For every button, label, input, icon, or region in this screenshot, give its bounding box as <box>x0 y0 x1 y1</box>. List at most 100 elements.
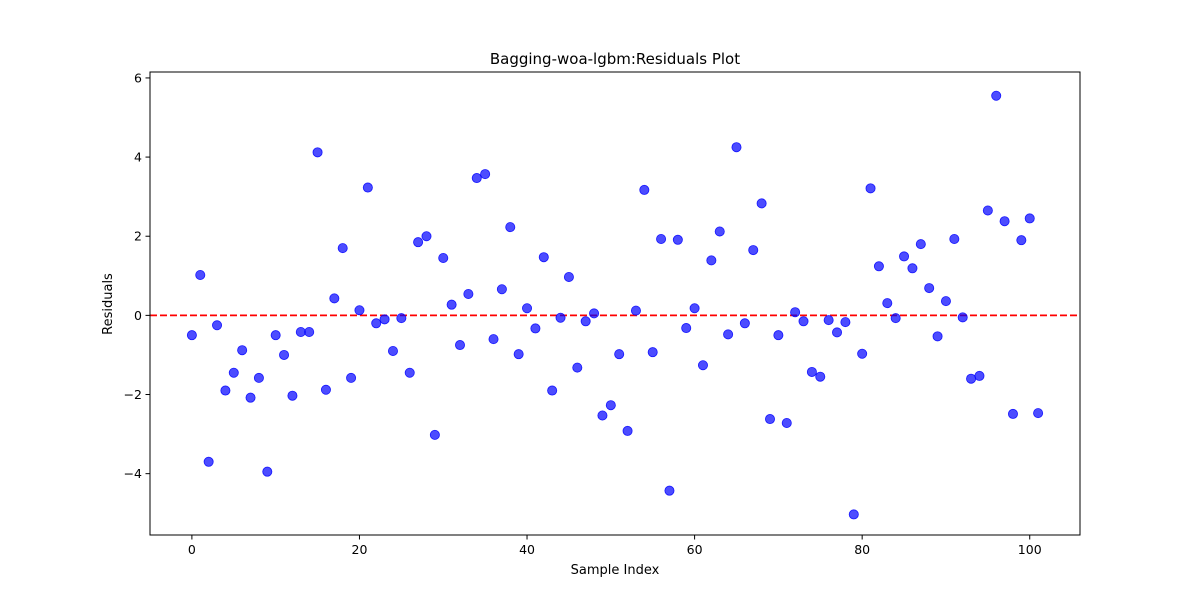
data-point <box>723 329 734 340</box>
data-point <box>371 318 382 329</box>
data-point <box>756 198 767 209</box>
data-point <box>262 466 273 477</box>
data-point <box>295 326 306 337</box>
data-point <box>513 349 524 360</box>
data-point <box>882 298 893 309</box>
data-point <box>563 271 574 282</box>
data-point <box>555 312 566 323</box>
data-point <box>957 312 968 323</box>
data-point <box>287 390 298 401</box>
data-point <box>597 410 608 421</box>
y-tick-label: 6 <box>134 70 142 85</box>
data-point <box>940 296 951 307</box>
data-point <box>639 184 650 195</box>
data-point <box>480 169 491 180</box>
data-point <box>279 349 290 360</box>
data-point <box>1016 235 1027 246</box>
data-point <box>346 372 357 383</box>
data-point <box>739 318 750 329</box>
data-point <box>798 316 809 327</box>
data-point <box>270 330 281 341</box>
data-point <box>522 303 533 314</box>
data-point <box>790 307 801 318</box>
data-point <box>765 414 776 425</box>
data-point <box>379 314 390 325</box>
y-axis-label: Residuals <box>101 273 116 335</box>
data-point <box>815 371 826 382</box>
data-point <box>865 183 876 194</box>
data-point <box>982 205 993 216</box>
points-layer <box>186 90 1044 520</box>
data-point <box>857 348 868 359</box>
data-point <box>706 255 717 266</box>
data-point <box>899 251 910 262</box>
data-point <box>806 366 817 377</box>
chart-title: Bagging-woa-lgbm:Residuals Plot <box>490 50 740 68</box>
data-point <box>530 323 541 334</box>
data-point <box>840 317 851 328</box>
data-point <box>547 385 558 396</box>
data-point <box>203 456 214 467</box>
data-point <box>195 270 206 281</box>
data-point <box>664 485 675 496</box>
data-point <box>949 233 960 244</box>
data-point <box>245 392 256 403</box>
data-point <box>681 323 692 334</box>
data-point <box>915 239 926 250</box>
data-point <box>580 316 591 327</box>
x-axis-label: Sample Index <box>571 563 660 578</box>
data-point <box>672 234 683 245</box>
data-point <box>446 299 457 310</box>
data-point <box>463 289 474 300</box>
data-point <box>404 367 415 378</box>
data-point <box>354 305 365 316</box>
data-point <box>907 263 918 274</box>
data-point <box>1033 408 1044 419</box>
data-point <box>362 182 373 193</box>
plot-area <box>149 71 1081 536</box>
data-point <box>622 425 633 436</box>
y-tick-label: −2 <box>124 387 142 402</box>
data-point <box>220 385 231 396</box>
data-point <box>605 400 616 411</box>
data-point <box>496 284 507 295</box>
data-point <box>438 252 449 263</box>
data-point <box>454 340 465 351</box>
data-point <box>714 226 725 237</box>
data-point <box>748 245 759 256</box>
data-point <box>966 373 977 384</box>
data-point <box>488 334 499 345</box>
x-axis: 0 20 40 60 80 100 <box>188 535 1042 557</box>
plot-background <box>150 72 1080 535</box>
data-point <box>538 252 549 263</box>
data-point <box>228 367 239 378</box>
data-point <box>337 243 348 254</box>
data-point <box>773 330 784 341</box>
data-point <box>471 173 482 184</box>
data-point <box>421 231 432 242</box>
data-point <box>689 303 700 314</box>
data-point <box>589 308 600 319</box>
data-point <box>647 347 658 358</box>
x-tick-label: 40 <box>519 542 535 557</box>
x-tick-label: 100 <box>1018 542 1042 557</box>
data-point <box>974 370 985 381</box>
data-point <box>656 233 667 244</box>
x-tick-label: 80 <box>854 542 870 557</box>
y-tick-label: 2 <box>134 229 142 244</box>
x-tick-label: 20 <box>352 542 368 557</box>
data-point <box>387 345 398 356</box>
data-point <box>873 261 884 272</box>
data-point <box>186 330 197 341</box>
y-tick-label: −4 <box>124 466 142 481</box>
data-point <box>731 142 742 153</box>
data-point <box>932 331 943 342</box>
data-point <box>304 326 315 337</box>
data-point <box>924 283 935 294</box>
data-point <box>630 305 641 316</box>
plot-frame <box>149 71 1081 536</box>
data-point <box>429 429 440 440</box>
data-point <box>1007 408 1018 419</box>
y-tick-label: 4 <box>134 150 142 165</box>
